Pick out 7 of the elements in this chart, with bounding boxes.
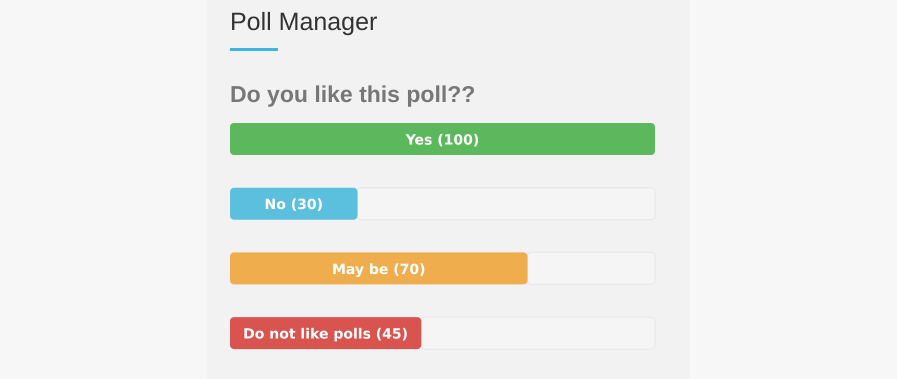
data-label: Do not like polls (45) — [243, 326, 408, 343]
chart-title: Poll Manager — [230, 8, 378, 36]
chart-subtitle: Do you like this poll?? — [230, 81, 476, 107]
data-label: May be (70) — [332, 262, 426, 278]
data-label: Yes (100) — [404, 132, 480, 148]
data-label: No (30) — [264, 197, 323, 214]
bar — [230, 123, 655, 155]
